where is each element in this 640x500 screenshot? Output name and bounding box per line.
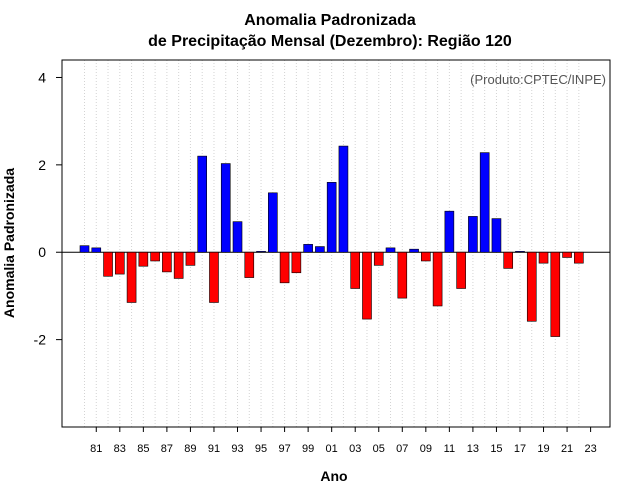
bar-81	[91, 247, 102, 253]
bar-04	[362, 251, 372, 320]
x-tick-label: 05	[373, 443, 385, 455]
x-tick-label: 81	[90, 443, 102, 455]
x-tick-label: 01	[326, 443, 338, 455]
bar-16	[503, 251, 514, 269]
bar-99	[303, 244, 313, 253]
x-tick-label: 83	[114, 443, 126, 455]
x-tick-label: 99	[302, 443, 314, 455]
x-tick-label: 89	[184, 443, 196, 455]
bar-09	[421, 251, 431, 262]
x-tick-label: 95	[255, 443, 267, 455]
bar-11	[444, 210, 455, 253]
bar-05	[373, 251, 384, 266]
bar-14	[479, 152, 490, 253]
bar-89	[185, 251, 196, 266]
x-tick-label: 97	[278, 443, 290, 455]
x-axis-label: Ano	[320, 468, 347, 484]
bar-07	[397, 251, 408, 299]
bar-82	[103, 251, 113, 277]
bar-91	[209, 251, 219, 303]
bar-98	[291, 251, 302, 274]
bar-96	[268, 192, 278, 253]
x-tick-label: 11	[444, 443, 455, 455]
x-tick-label: 07	[396, 443, 408, 455]
bar-12	[456, 251, 466, 289]
x-tick-label: 21	[561, 443, 573, 455]
chart-title-line1: Anomalia Padronizada	[244, 12, 416, 29]
bar-18	[526, 251, 537, 322]
bar-92	[220, 163, 231, 253]
y-tick-label: 2	[38, 157, 46, 173]
bar-20	[550, 251, 561, 337]
x-tick-label: 23	[584, 443, 596, 455]
bar-87	[162, 251, 172, 273]
bar-08	[409, 248, 419, 253]
bar-10	[432, 251, 443, 307]
bar-88	[173, 251, 184, 279]
chart-title-line2: de Precipitação Mensal (Dezembro): Regiã…	[148, 33, 512, 50]
bar-17	[515, 251, 525, 253]
x-tick-label: 91	[208, 443, 220, 455]
bar-93	[232, 221, 243, 253]
y-tick-label: 0	[38, 244, 46, 260]
bar-21	[562, 251, 572, 258]
credit-label: (Produto:CPTEC/INPE)	[470, 72, 606, 87]
x-axis: 81 83 85 87 89 91 93 95 97 99 01 03 05 07 09 11 13 15 17 19…	[90, 427, 597, 455]
bar-97	[279, 251, 290, 284]
x-tick-label: 15	[490, 443, 502, 455]
bar-84	[126, 251, 137, 303]
y-tick-label: 4	[38, 69, 46, 85]
bar-06	[385, 247, 396, 253]
bar-86	[150, 251, 160, 262]
bar-19	[538, 251, 549, 264]
x-tick-label: 93	[231, 443, 243, 455]
bar-15	[491, 218, 502, 253]
y-axis: -2 0 2 4	[34, 69, 62, 348]
bar-22	[574, 251, 584, 264]
bar-90	[197, 155, 207, 253]
x-tick-label: 13	[467, 443, 479, 455]
x-tick-label: 17	[514, 443, 526, 455]
bars	[79, 145, 584, 337]
x-tick-label: 19	[537, 443, 549, 455]
y-axis-label: Anomalia Padronizada	[1, 168, 17, 318]
x-tick-label: 87	[161, 443, 173, 455]
bar-83	[115, 251, 125, 275]
bar-94	[244, 251, 255, 278]
x-tick-label: 85	[137, 443, 149, 455]
x-tick-label: 03	[349, 443, 361, 455]
bar-85	[138, 251, 149, 267]
y-tick-label: -2	[34, 332, 47, 348]
bar-00	[315, 246, 325, 253]
bar-13	[468, 216, 478, 253]
plot-frame	[61, 59, 611, 428]
bar-03	[350, 251, 361, 289]
bar-80	[79, 245, 90, 253]
bar-01	[326, 182, 337, 253]
x-tick-label: 09	[420, 443, 432, 455]
bar-02	[338, 145, 349, 253]
bar-95	[256, 251, 266, 253]
